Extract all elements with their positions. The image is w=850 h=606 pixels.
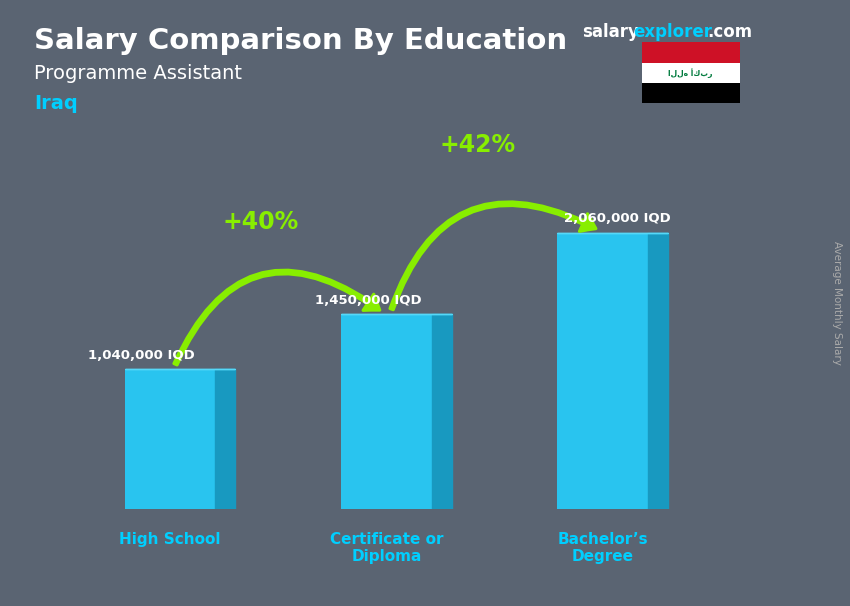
Text: +40%: +40% [223,210,299,235]
Text: 1,040,000 IQD: 1,040,000 IQD [88,349,195,362]
Bar [642,42,740,62]
Polygon shape [215,370,235,509]
Text: Salary Comparison By Education: Salary Comparison By Education [34,27,567,55]
Text: salary: salary [582,23,639,41]
Bar [125,370,215,509]
FancyArrowPatch shape [390,202,596,310]
Text: Average Monthly Salary: Average Monthly Salary [832,241,842,365]
Bar [642,62,740,83]
Text: Certificate or
Diploma: Certificate or Diploma [330,532,443,564]
Text: الله أكبر: الله أكبر [668,68,713,78]
Text: Iraq: Iraq [34,94,77,113]
Text: .com: .com [707,23,752,41]
FancyArrowPatch shape [174,270,380,365]
Text: Bachelor’s
Degree: Bachelor’s Degree [558,532,648,564]
Text: Programme Assistant: Programme Assistant [34,64,242,82]
Bar [558,233,649,509]
Text: +42%: +42% [439,133,515,157]
Bar [341,315,432,509]
Text: 1,450,000 IQD: 1,450,000 IQD [315,294,422,307]
Polygon shape [649,233,668,509]
Bar [642,83,740,103]
Text: 2,060,000 IQD: 2,060,000 IQD [564,212,671,225]
Polygon shape [432,315,452,509]
Text: High School: High School [119,532,221,547]
Text: explorer: explorer [633,23,712,41]
